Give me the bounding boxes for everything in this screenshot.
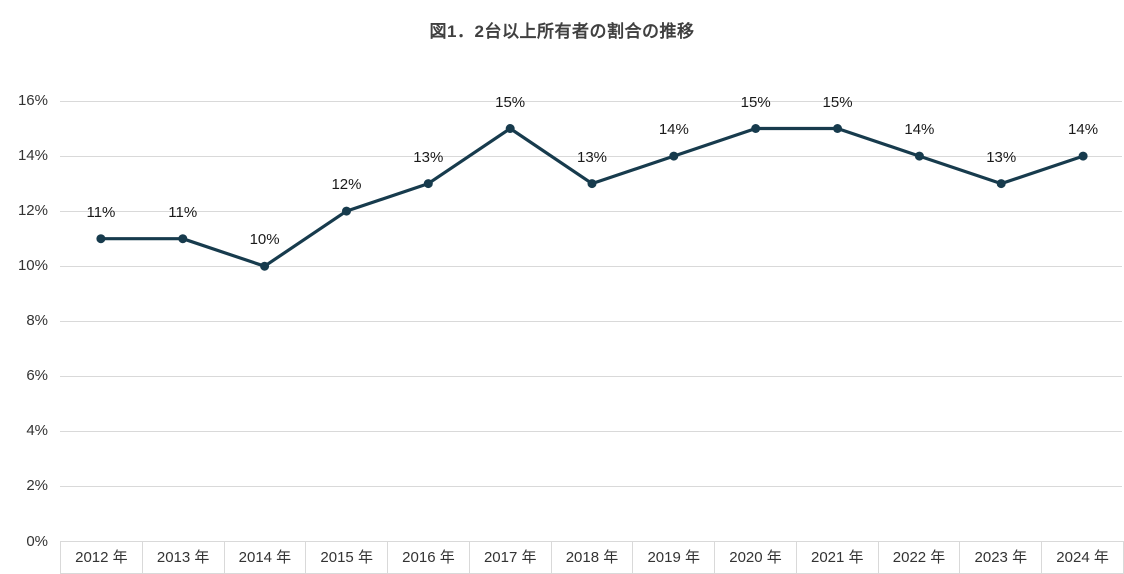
- data-label: 11%: [86, 203, 116, 221]
- data-point-marker: [178, 234, 188, 244]
- data-point-marker: [833, 124, 842, 133]
- data-point-marker: [996, 179, 1006, 189]
- y-axis-tick-label: 8%: [26, 312, 48, 330]
- data-point-marker: [751, 124, 761, 133]
- x-axis-category-label: 2022 年: [877, 542, 960, 573]
- y-axis-tick-label: 2%: [26, 477, 48, 495]
- y-axis-tick-label: 4%: [26, 422, 48, 440]
- data-label: 13%: [413, 148, 444, 166]
- data-point-marker: [505, 124, 515, 133]
- x-axis-category-label: 2013 年: [141, 542, 224, 573]
- data-label: 15%: [822, 93, 853, 111]
- x-axis-category-label: 2019 年: [632, 542, 714, 573]
- y-axis-tick-label: 12%: [17, 202, 48, 220]
- gridline: [60, 266, 1122, 268]
- x-axis-category-label: 2020 年: [714, 542, 796, 573]
- x-axis-category-label: 2014 年: [223, 542, 306, 573]
- data-label: 15%: [495, 93, 526, 111]
- data-point-marker: [96, 234, 106, 244]
- data-label: 10%: [249, 231, 280, 249]
- y-axis-tick-label: 16%: [17, 92, 48, 109]
- x-axis-category-label: 2023 年: [959, 542, 1041, 573]
- y-axis-tick-label: 0%: [26, 532, 48, 550]
- chart-title: 図1．2台以上所有者の割合の推移: [429, 22, 695, 41]
- gridline: [60, 211, 1122, 213]
- data-label: 13%: [576, 148, 608, 166]
- y-axis-tick-label: 6%: [26, 367, 48, 385]
- gridline: [60, 431, 1122, 433]
- x-axis-category-label: 2017 年: [468, 542, 551, 573]
- x-axis-category-label: 2024 年: [1041, 542, 1124, 573]
- x-axis-category-label: 2016 年: [387, 542, 469, 573]
- x-axis-category-label: 2012 年: [60, 542, 142, 573]
- data-label: 13%: [986, 148, 1017, 166]
- x-axis-category-label: 2018 年: [550, 542, 633, 573]
- x-axis-category-label: 2015 年: [305, 542, 387, 573]
- data-label: 12%: [331, 176, 362, 194]
- gridline: [60, 486, 1122, 488]
- y-axis-tick-label: 10%: [17, 257, 48, 275]
- data-label: 14%: [1068, 121, 1099, 139]
- data-point-marker: [423, 179, 433, 189]
- data-label: 11%: [168, 203, 198, 221]
- x-axis-category-label: 2021 年: [795, 542, 878, 573]
- gridline: [60, 376, 1122, 378]
- data-label: 15%: [740, 93, 771, 111]
- data-label: 14%: [904, 121, 935, 139]
- y-axis-tick-label: 14%: [17, 147, 48, 165]
- gridline: [60, 101, 1122, 102]
- data-label: 14%: [658, 121, 689, 139]
- x-axis: 2012 年 2013 年 2014 年 2015 年 2016 年 2017 年 2018…: [60, 541, 1124, 574]
- gridline: [60, 321, 1122, 323]
- data-point-marker: [587, 179, 597, 189]
